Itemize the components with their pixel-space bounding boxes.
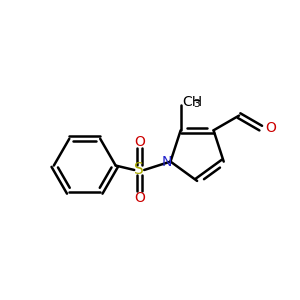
Text: 3: 3 (193, 99, 200, 109)
Text: O: O (134, 135, 145, 149)
Text: O: O (265, 121, 276, 135)
Text: O: O (134, 191, 145, 205)
Text: CH: CH (182, 95, 202, 109)
Text: N: N (162, 154, 172, 169)
Text: S: S (134, 163, 144, 178)
